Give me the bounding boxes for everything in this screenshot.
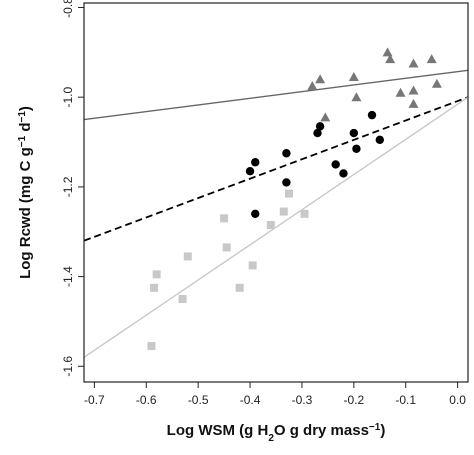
y-tick-label: -1.2 xyxy=(61,176,75,197)
fit-line-square xyxy=(83,96,469,358)
square-point xyxy=(152,270,161,279)
y-tick-label: -0.8 xyxy=(61,0,75,18)
circle-point xyxy=(313,128,322,138)
square-point xyxy=(220,214,229,223)
circle-point xyxy=(375,135,384,144)
triangle-point xyxy=(385,54,396,64)
triangle-point xyxy=(315,74,326,84)
square-point xyxy=(300,209,309,218)
square-point xyxy=(147,342,156,351)
triangle-point xyxy=(351,92,362,102)
circle-point xyxy=(367,110,377,120)
x-tick-label: -0.6 xyxy=(136,393,157,407)
triangle-point xyxy=(348,72,359,82)
fit-lines-layer xyxy=(83,69,469,358)
y-axis: -0.8 -1.0 -1.2 -1.4 -1.6 xyxy=(61,0,84,377)
triangle-point xyxy=(307,80,318,90)
triangle-point xyxy=(408,98,419,108)
plot-frame xyxy=(83,2,469,383)
x-tick-label: 0.0 xyxy=(449,393,466,407)
x-tick-label: -0.5 xyxy=(188,393,209,407)
square-point xyxy=(279,207,288,216)
circle-point xyxy=(251,158,260,167)
square-point xyxy=(266,221,275,230)
square-point xyxy=(150,283,159,292)
triangle-point xyxy=(320,112,331,122)
y-tick-label: -1.0 xyxy=(61,87,75,108)
triangle-point xyxy=(426,54,437,64)
circle-point xyxy=(282,149,291,158)
square-point xyxy=(248,261,257,270)
triangle-point xyxy=(431,78,442,88)
circle-point xyxy=(349,128,359,138)
square-point xyxy=(178,295,187,304)
fit-line-circle xyxy=(83,96,469,242)
triangle-point xyxy=(395,87,406,97)
square-point xyxy=(183,252,192,261)
circle-point xyxy=(282,178,291,187)
circle-point xyxy=(245,166,255,176)
y-tick-label: -1.4 xyxy=(61,266,75,287)
fit-line-triangle xyxy=(83,69,469,121)
x-tick-label: -0.3 xyxy=(292,393,313,407)
triangle-point xyxy=(408,58,419,68)
x-axis: -0.7 -0.6 -0.5 -0.4 -0.3 -0.2 -0.1 0.0 xyxy=(84,382,466,407)
y-axis-title: Log Rcwd (mg C g−1 d−1) xyxy=(17,106,35,279)
points-layer xyxy=(147,47,442,351)
x-tick-label: -0.1 xyxy=(395,393,416,407)
square-point xyxy=(235,283,244,292)
circle-point xyxy=(352,144,361,153)
square-point xyxy=(284,189,293,198)
y-tick-label: -1.6 xyxy=(61,356,75,377)
circle-point xyxy=(251,209,260,219)
x-axis-title: Log WSM (g H2O g dry mass−1) xyxy=(167,422,386,444)
x-tick-label: -0.2 xyxy=(343,393,364,407)
circle-point xyxy=(339,169,348,178)
circle-point xyxy=(315,122,325,131)
square-point xyxy=(222,243,231,252)
triangle-point xyxy=(382,47,393,57)
x-tick-label: -0.7 xyxy=(84,393,105,407)
circle-point xyxy=(331,160,340,169)
x-tick-label: -0.4 xyxy=(240,393,261,407)
triangle-point xyxy=(408,85,419,95)
